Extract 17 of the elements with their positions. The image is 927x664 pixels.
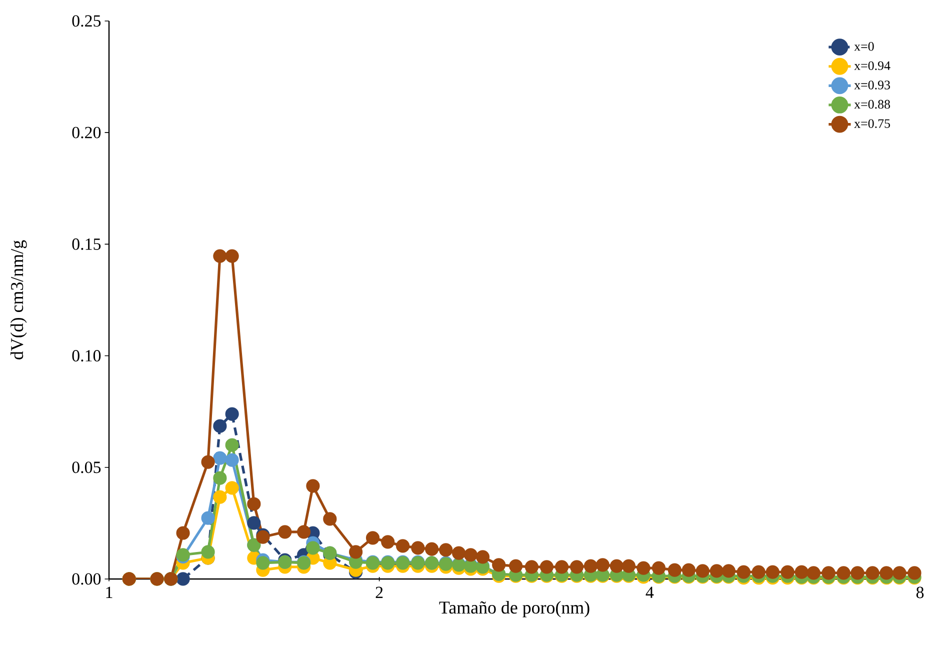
x-tick-label: 8 — [916, 586, 924, 598]
y-axis-title: dV(d) cm3/nm/g — [10, 240, 27, 360]
legend-label: x=0.93 — [854, 80, 890, 90]
legend-label: x=0.75 — [854, 119, 890, 128]
y-tick-label: 0.20 — [72, 126, 101, 138]
y-tick-label: 0.00 — [72, 573, 101, 585]
x-axis-title: Tamaño de poro(nm) — [439, 601, 590, 618]
x-tick-label: 1 — [106, 586, 112, 598]
legend-label: x=0 — [854, 42, 874, 51]
x-tick-label: 2 — [376, 586, 383, 598]
y-tick-label: 0.25 — [72, 15, 101, 27]
x-tick-label: 4 — [646, 586, 654, 598]
legend-label: x=0.94 — [854, 61, 890, 70]
y-tick-label: 0.10 — [72, 350, 101, 362]
y-tick-label: 0.05 — [72, 462, 101, 474]
y-tick-label: 0.15 — [72, 238, 101, 250]
legend-label: x=0.88 — [854, 100, 890, 109]
